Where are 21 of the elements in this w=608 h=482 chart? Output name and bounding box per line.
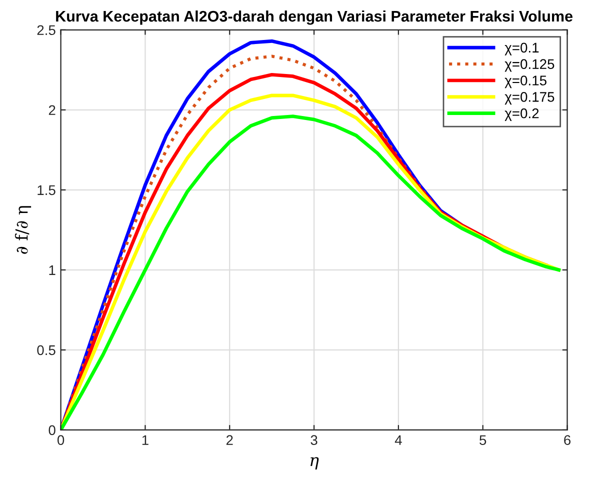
x-tick-label: 0 (57, 435, 64, 446)
legend-label: χ=0.125 (504, 59, 554, 72)
legend-label: χ=0.175 (504, 92, 554, 105)
y-tick-label: 2.5 (37, 25, 56, 36)
x-tick-label: 6 (564, 435, 571, 446)
x-axis-title: η (310, 457, 319, 470)
chart-title: Kurva Kecepatan Al2O3-darah dengan Variasi Parameter Fraksi Volume (56, 10, 573, 25)
x-tick-label: 1 (142, 435, 148, 445)
x-tick-label: 2 (226, 435, 233, 445)
legend-label: χ=0.15 (504, 76, 546, 88)
legend-label: χ=0.2 (504, 108, 539, 121)
x-tick-label: 3 (310, 435, 318, 446)
y-tick-label: 2 (48, 105, 56, 115)
y-tick-label: 1 (49, 265, 56, 275)
y-tick-label: 1.5 (38, 185, 56, 196)
legend-label: χ=0.1 (504, 42, 539, 56)
x-tick-label: 5 (480, 435, 486, 446)
x-tick-label: 4 (394, 435, 402, 445)
y-tick-label: 0 (48, 425, 56, 436)
y-axis-title: ∂ f/∂ η (14, 206, 32, 254)
y-tick-label: 0.5 (37, 345, 56, 356)
